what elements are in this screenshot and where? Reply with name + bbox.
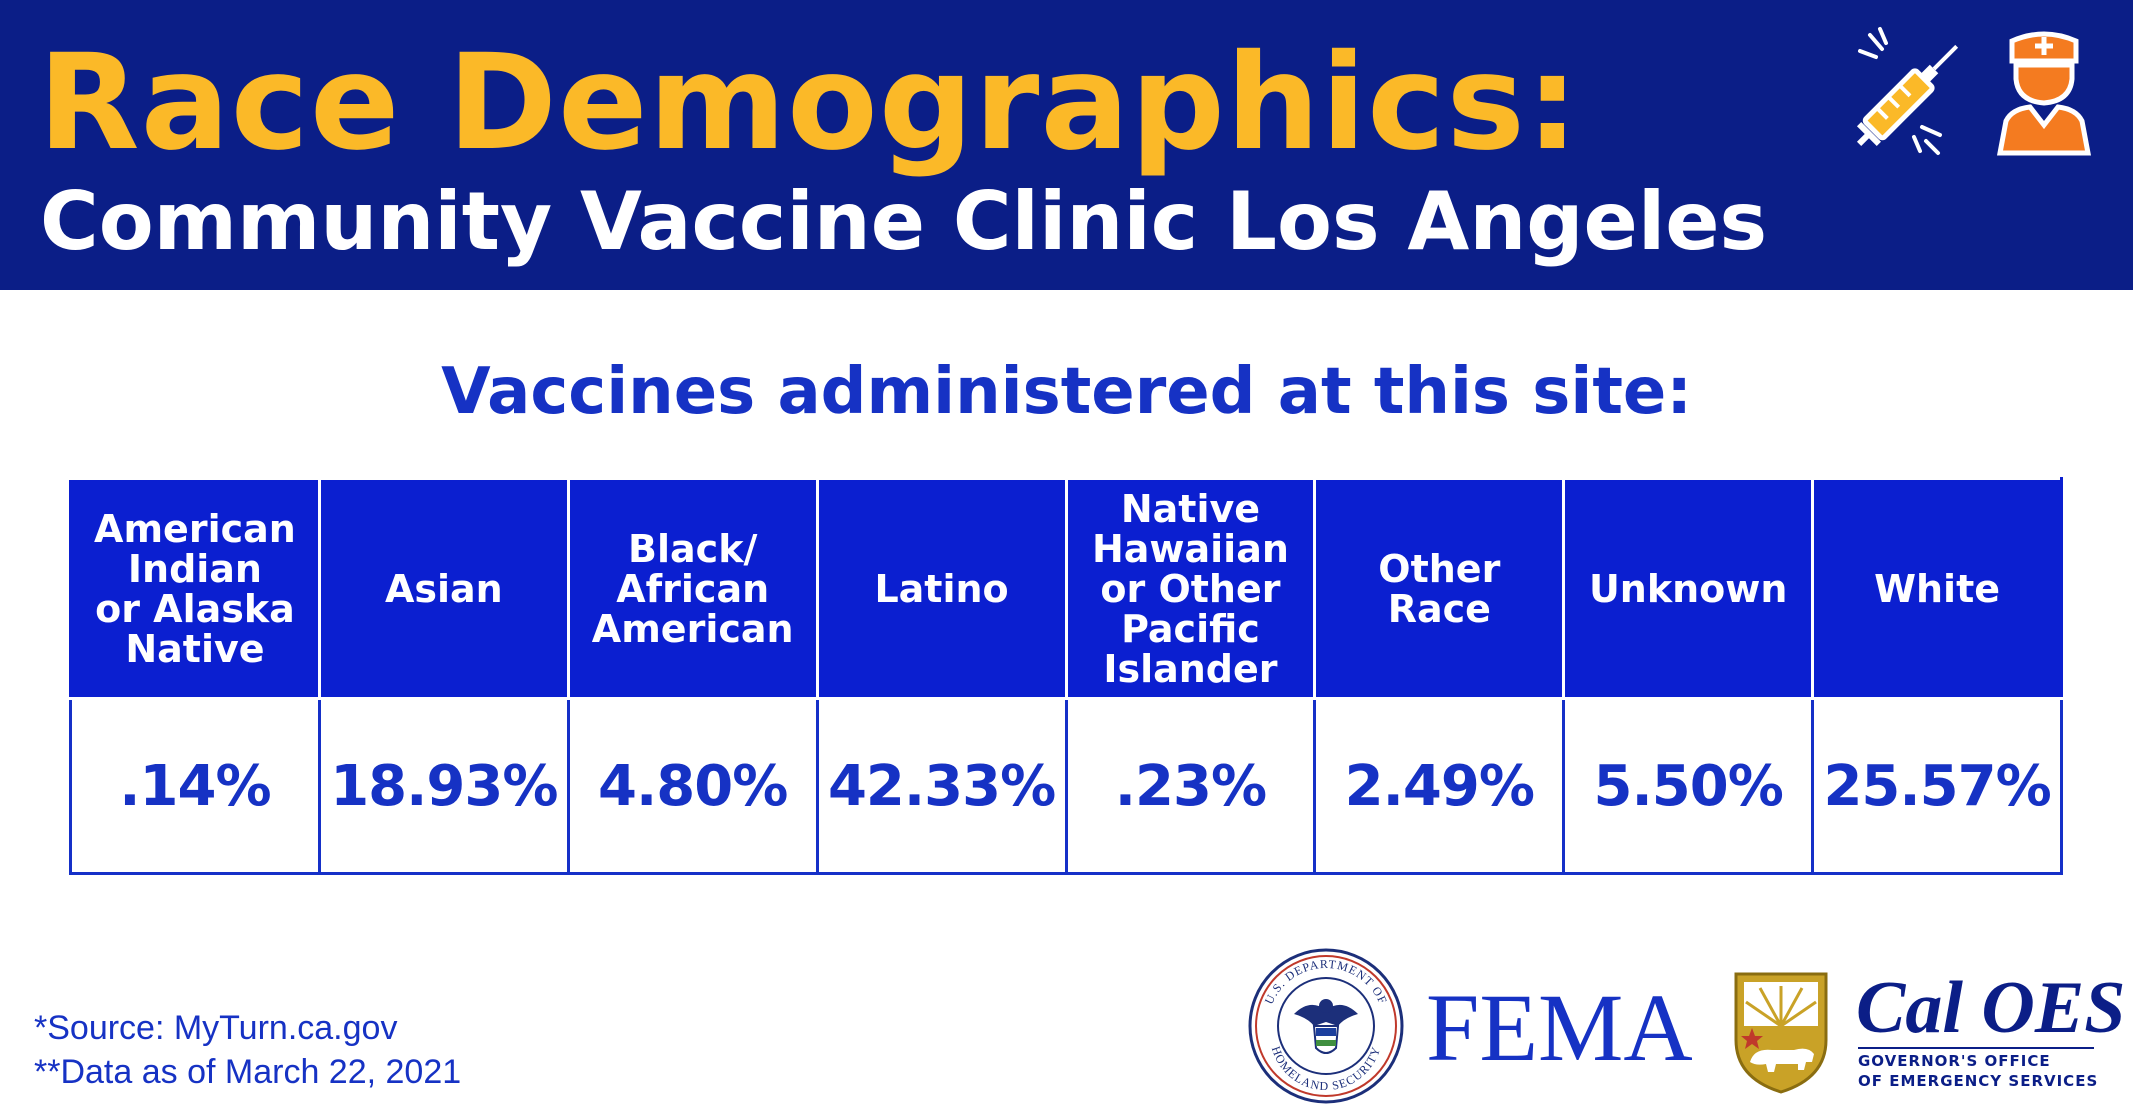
value-cell: 25.57% <box>1811 697 2063 875</box>
column-header: White <box>1811 477 2063 700</box>
value-cell: .23% <box>1064 697 1317 875</box>
value-cell: 2.49% <box>1313 697 1566 875</box>
dhs-seal-logo: U.S. DEPARTMENT OF HOMELAND SECURITY <box>1248 948 1404 1104</box>
value-cell: 5.50% <box>1562 697 1815 875</box>
caloes-logo: Cal OES <box>1856 967 2126 1049</box>
column-header: Latino <box>815 477 1068 700</box>
table-row: .14% 18.93% 4.80% 42.33% .23% 2.49% 5.50… <box>69 697 2063 875</box>
syringe-icon <box>1856 27 1959 155</box>
column-header: Black/ African American <box>566 477 819 700</box>
value-cell: .14% <box>69 697 321 875</box>
value-cell: 18.93% <box>317 697 570 875</box>
column-header: Unknown <box>1562 477 1815 700</box>
page-subtitle: Community Vaccine Clinic Los Angeles <box>40 175 1768 268</box>
source-footnote: *Source: MyTurn.ca.gov <box>34 1009 398 1047</box>
race-demographics-table: American Indian or Alaska Native Asian B… <box>69 477 2063 875</box>
column-header: Native Hawaiian or Other Pacific Islande… <box>1064 477 1317 700</box>
value-cell: 4.80% <box>566 697 819 875</box>
header-icons <box>1856 27 2092 156</box>
page-title: Race Demographics: <box>38 26 1580 180</box>
caloes-shield-logo <box>1734 972 1828 1094</box>
caloes-divider <box>1858 1047 2094 1049</box>
nurse-icon <box>1996 31 2092 156</box>
fema-logo: FEMA <box>1426 974 1693 1081</box>
column-header: Other Race <box>1313 477 1566 700</box>
caloes-subtitle-line1: GOVERNOR'S OFFICE <box>1858 1052 2051 1070</box>
table-header-row: American Indian or Alaska Native Asian B… <box>69 477 2063 700</box>
column-header: Asian <box>317 477 570 700</box>
header-banner: Race Demographics: Community Vaccine Cli… <box>0 0 2133 290</box>
column-header: American Indian or Alaska Native <box>69 477 321 700</box>
value-cell: 42.33% <box>815 697 1068 875</box>
date-footnote: **Data as of March 22, 2021 <box>34 1053 462 1091</box>
section-heading: Vaccines administered at this site: <box>441 355 1692 429</box>
caloes-subtitle-line2: OF EMERGENCY SERVICES <box>1858 1072 2099 1090</box>
